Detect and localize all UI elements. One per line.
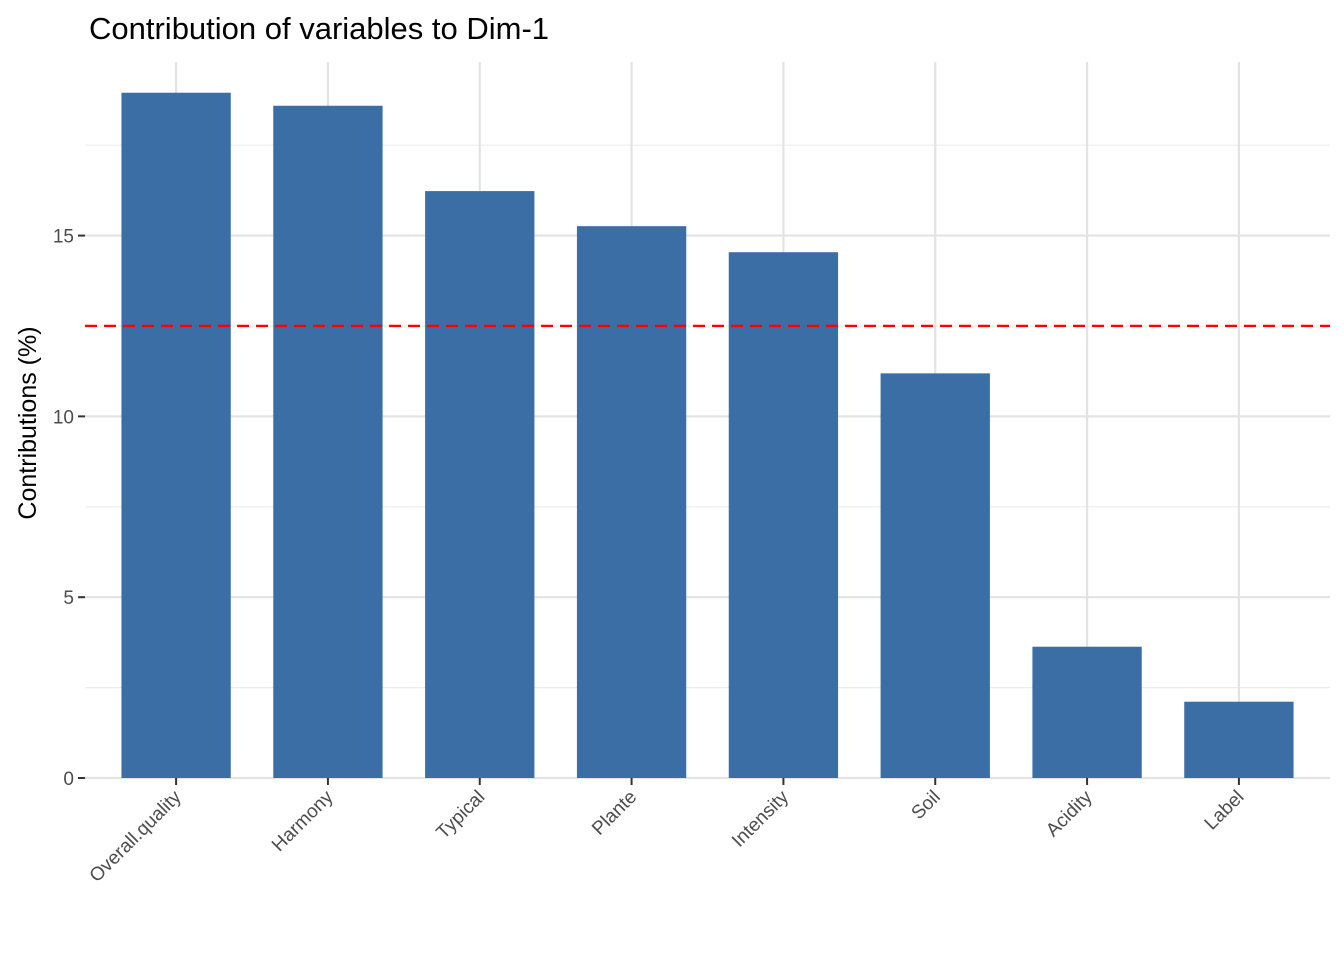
- bar-acidity: [1032, 646, 1142, 778]
- y-tick-label: 15: [53, 227, 74, 248]
- bar-plante: [576, 226, 687, 779]
- y-axis: 0 5 10 15: [53, 227, 85, 790]
- y-tick-label: 10: [53, 407, 74, 428]
- y-tick-label: 0: [63, 769, 74, 790]
- x-axis: Overall.quality Harmony Typical Plante Inten…: [86, 778, 1249, 887]
- bar-intensity: [728, 252, 839, 779]
- x-tick-label: Overall.quality: [86, 786, 186, 886]
- bar-harmony: [273, 105, 383, 778]
- bars: [121, 92, 1294, 779]
- y-tick-label: 5: [63, 588, 74, 609]
- bar-soil: [880, 373, 990, 778]
- x-tick-label: Harmony: [268, 786, 338, 856]
- bar-overall-quality: [121, 92, 231, 779]
- x-tick-label: Typical: [433, 787, 490, 844]
- x-tick-label: Intensity: [728, 786, 793, 851]
- bar-typical: [425, 191, 535, 778]
- x-tick-label: Label: [1201, 787, 1249, 835]
- x-tick-label: Soil: [908, 787, 945, 824]
- x-tick-label: Acidity: [1042, 786, 1097, 841]
- grid: [85, 62, 1330, 780]
- x-tick-label: Plante: [588, 787, 641, 840]
- chart-title: Contribution of variables to Dim-1: [89, 11, 549, 46]
- y-axis-label: Contributions (%): [14, 326, 42, 519]
- bar-label: [1184, 701, 1294, 778]
